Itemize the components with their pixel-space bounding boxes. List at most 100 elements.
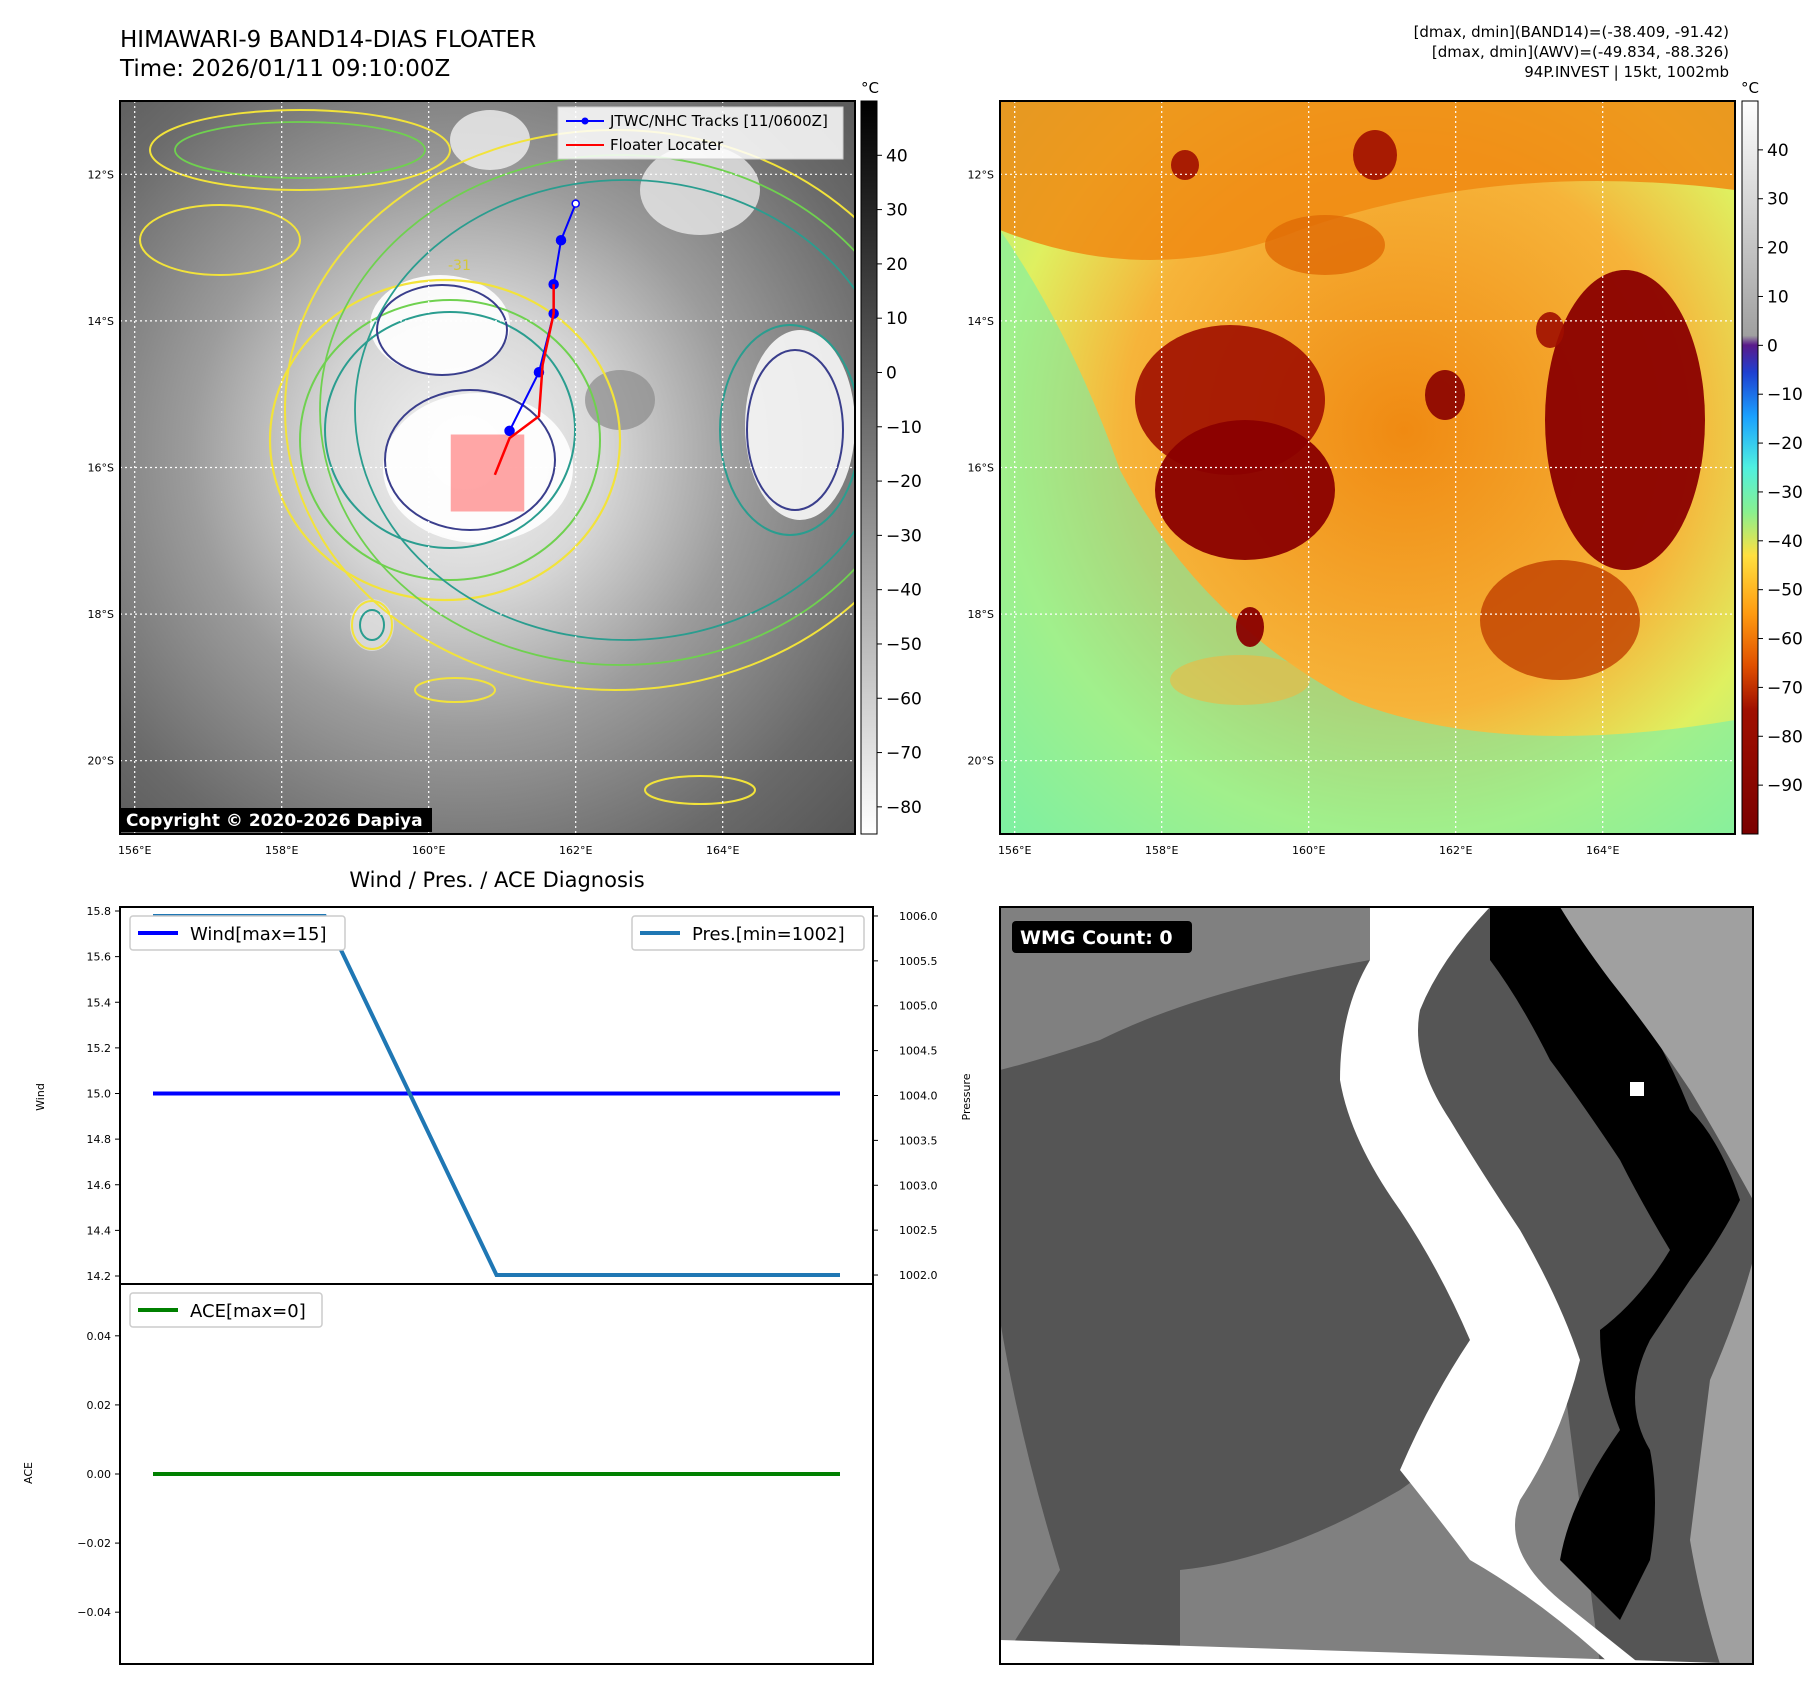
info-line-3: 94P.INVEST | 15kt, 1002mb [1524, 63, 1729, 81]
awv-features [1000, 101, 1735, 834]
pressure-tick-label: 1004.5 [899, 1045, 938, 1058]
floater-locator-line [493, 284, 555, 476]
pressure-tick-label: 1002.0 [899, 1269, 938, 1282]
pressure-axis-ticks: 1006.0 1005.5 1005.0 1004.5 1004.0 1003.5 1003… [873, 910, 938, 1282]
colorbar-tick-label: −10 [1767, 385, 1803, 405]
band14-colorbar: °C 40 30 20 10 0 −10 −20 −30 −40 −50 −60 −70 −80 [860, 79, 922, 835]
band14-lon-tick-label: 156°E [118, 844, 151, 857]
colorbar-tick-label: 0 [1767, 336, 1778, 356]
colorbar-tick-label: 40 [1767, 141, 1789, 161]
title-line-2: Time: 2026/01/11 09:10:00Z [120, 56, 451, 82]
pressure-legend: Pres.[min=1002] [631, 915, 865, 951]
copyright-text: Copyright © 2020-2026 Dapiya [126, 811, 423, 831]
wind-pressure-panel: Wind / Pres. / ACE Diagnosis 15.8 15.6 15.… [34, 868, 973, 1285]
colorbar-tick-label: −80 [1767, 727, 1803, 747]
diagnosis-title: Wind / Pres. / ACE Diagnosis [349, 868, 644, 892]
band14-colorbar-bar [860, 100, 878, 835]
legend-locator-label: Floater Locater [610, 136, 724, 154]
colorbar-tick-label: 40 [886, 146, 908, 166]
colorbar-tick-label: 0 [886, 363, 897, 383]
wmg-count-badge [1012, 921, 1192, 953]
ace-tick-label: −0.02 [77, 1537, 111, 1550]
awv-lat-tick-label: 12°S [968, 168, 994, 181]
awv-lat-tick-label: 16°S [968, 462, 994, 475]
awv-lon-tick-label: 164°E [1586, 844, 1619, 857]
wind-axis-label: Wind [34, 1083, 47, 1111]
colorbar-tick-label: 30 [886, 201, 908, 221]
colorbar-tick-label: −90 [1767, 776, 1803, 796]
colorbar-tick-label: 20 [886, 255, 908, 275]
band14-lon-tick-label: 158°E [265, 844, 298, 857]
band14-lon-tick-label: 162°E [559, 844, 592, 857]
ace-axis-ticks: 0.04 0.02 0.00 −0.02 −0.04 [77, 1330, 120, 1619]
awv-lat-tick-label: 20°S [968, 755, 994, 768]
wind-legend: Wind[max=15] [129, 915, 346, 951]
ace-panel: 0.04 0.02 0.00 −0.02 −0.04 ACE ACE[max=0] [22, 1283, 874, 1665]
pressure-tick-label: 1005.0 [899, 1000, 938, 1013]
wind-axis-ticks: 15.8 15.6 15.4 15.2 15.0 14.8 14.6 14.4 14.2 [87, 905, 120, 1283]
colorbar-tick-label: −30 [1767, 483, 1803, 503]
awv-lon-tick-label: 162°E [1439, 844, 1472, 857]
awv-lon-tick-label: 158°E [1145, 844, 1178, 857]
wind-tick-label: 14.8 [87, 1133, 112, 1146]
colorbar-tick-label: 30 [1767, 190, 1789, 210]
wind-tick-label: 15.6 [87, 951, 112, 964]
jtwc-track-point [504, 425, 515, 437]
awv-lon-tick-label: 160°E [1292, 844, 1325, 857]
band14-colorbar-ticks: 40 30 20 10 0 −10 −20 −30 −40 −50 −60 −70 −80 [877, 146, 922, 818]
colorbar-tick-label: −40 [1767, 532, 1803, 552]
figure-title: HIMAWARI-9 BAND14-DIAS FLOATER Time: 202… [120, 26, 536, 84]
band14-gridlines [120, 101, 855, 834]
colorbar-tick-label: −70 [886, 744, 922, 764]
awv-frame [999, 100, 1736, 835]
wind-tick-label: 14.6 [87, 1179, 112, 1192]
ace-axis-label: ACE [22, 1462, 35, 1484]
awv-colorbar-ticks: 40 30 20 10 0 −10 −20 −30 −40 −50 −60 −70 −80 −90 [1758, 141, 1803, 796]
colorbar-tick-label: −20 [1767, 434, 1803, 454]
awv-lon-tick-label: 156°E [998, 844, 1031, 857]
pressure-tick-label: 1002.5 [899, 1224, 938, 1237]
awv-lat-tick-label: 18°S [968, 608, 994, 621]
band14-lat-tick-label: 20°S [88, 755, 114, 768]
legend-track-label: JTWC/NHC Tracks [11/0600Z] [609, 112, 828, 130]
colorbar-tick-label: −80 [886, 798, 922, 818]
colorbar-tick-label: −60 [1767, 630, 1803, 650]
ace-tick-label: 0.02 [87, 1399, 112, 1412]
colorbar-tick-label: −50 [886, 635, 922, 655]
pressure-tick-label: 1003.0 [899, 1179, 938, 1192]
copyright-badge [120, 808, 432, 832]
awv-colorbar-unit: °C [1741, 79, 1759, 97]
pressure-tick-label: 1003.5 [899, 1134, 938, 1147]
band14-axis-ticks: 156°E 158°E 160°E 162°E 164°E 12°S 14°S 16°S 18°… [88, 168, 740, 857]
wind-legend-label: Wind[max=15] [190, 924, 327, 945]
colorbar-tick-label: 10 [1767, 287, 1789, 307]
colorbar-tick-label: 10 [886, 309, 908, 329]
colorbar-tick-label: −30 [886, 526, 922, 546]
band14-frame [119, 100, 856, 835]
wmg-count-text: WMG Count: 0 [1020, 927, 1173, 949]
colorbar-tick-label: 20 [1767, 239, 1789, 259]
wmg-regions [1000, 907, 1753, 1664]
colorbar-tick-label: −40 [886, 581, 922, 601]
wind-tick-label: 14.2 [87, 1270, 112, 1283]
band14-colorbar-unit: °C [861, 79, 879, 97]
wind-tick-label: 14.4 [87, 1224, 112, 1237]
wind-tick-label: 15.2 [87, 1042, 112, 1055]
band14-lat-tick-label: 16°S [88, 462, 114, 475]
wmg-frame [999, 906, 1754, 1665]
wind-tick-label: 15.4 [87, 996, 112, 1009]
band14-cloud-features [139, 109, 855, 805]
pressure-legend-label: Pres.[min=1002] [692, 924, 845, 945]
wind-tick-label: 15.8 [87, 905, 112, 918]
ace-tick-label: 0.04 [87, 1330, 112, 1343]
awv-colorbar-bar [1741, 100, 1759, 835]
contour-label: -31 [448, 258, 471, 274]
band14-panel: -31 JTWC/NHC Tracks [11/0600Z] Floater L… [88, 100, 856, 857]
band14-legend: JTWC/NHC Tracks [11/0600Z] Floater Locat… [557, 106, 844, 160]
ace-tick-label: 0.00 [87, 1468, 112, 1481]
jtwc-track-point [571, 199, 580, 208]
band14-lat-tick-label: 18°S [88, 608, 114, 621]
pressure-axis-label: Pressure [960, 1073, 973, 1120]
colorbar-tick-label: −20 [886, 472, 922, 492]
